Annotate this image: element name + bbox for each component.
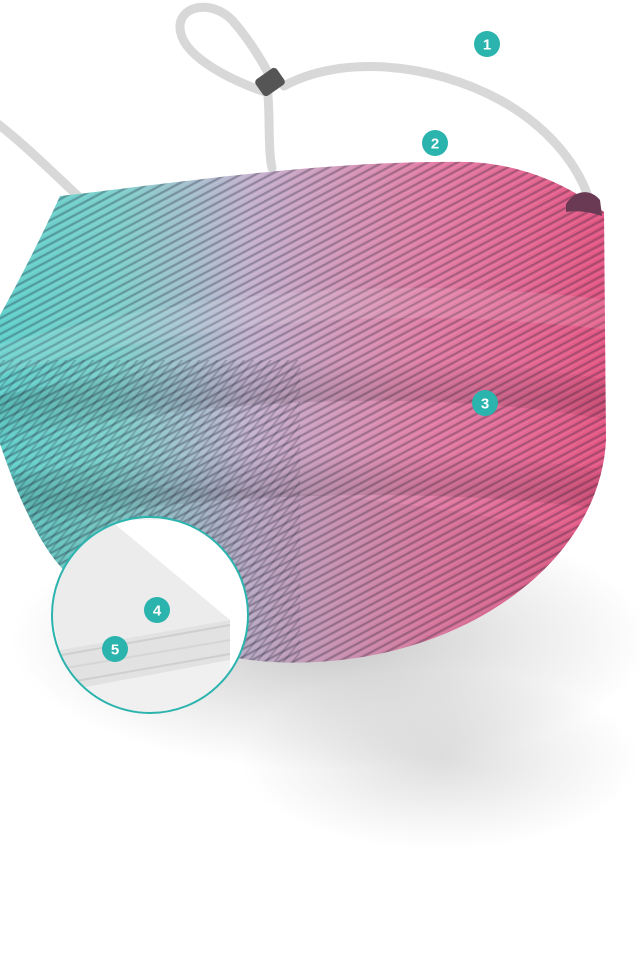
callout-badge-4[interactable]: 4 [144, 597, 170, 623]
callout-badge-2[interactable]: 2 [422, 130, 448, 156]
strap-adjuster [255, 67, 285, 97]
detail-circle-ring [51, 516, 249, 714]
layer-detail-circle [51, 516, 249, 714]
callout-number-4: 4 [153, 603, 162, 620]
ear-loop-strap [175, 2, 593, 201]
callout-badge-1[interactable]: 1 [474, 31, 500, 57]
callout-badge-5[interactable]: 5 [102, 636, 128, 662]
mask-shadow-lower [240, 670, 640, 850]
callout-number-2: 2 [431, 136, 439, 153]
callout-number-3: 3 [481, 396, 489, 413]
callout-number-5: 5 [111, 642, 119, 659]
callout-badge-3[interactable]: 3 [472, 390, 498, 416]
left-strap [0, 119, 83, 201]
mask-inner-edge [566, 192, 602, 216]
callout-number-1: 1 [483, 37, 491, 54]
